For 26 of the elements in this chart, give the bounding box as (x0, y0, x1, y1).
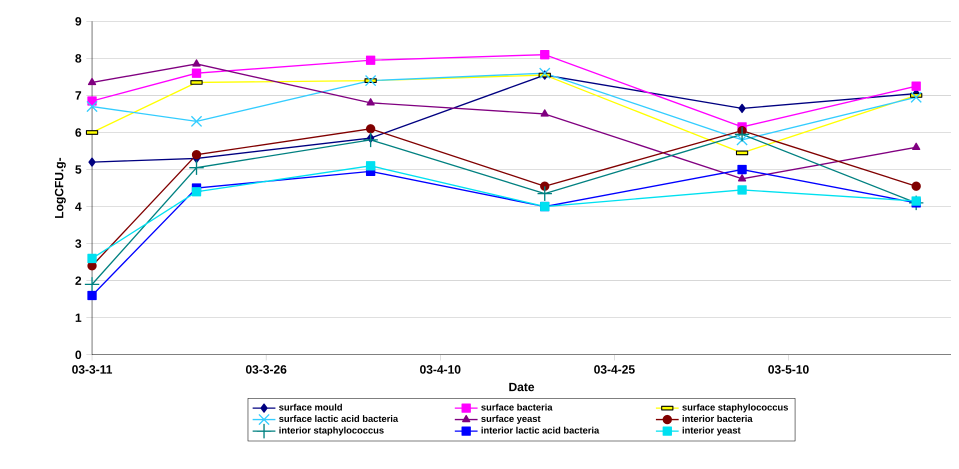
y-tick-label: 3 (75, 239, 82, 248)
x-tick-label: 03-4-10 (420, 364, 460, 374)
legend-label: interior staphylococcus (279, 426, 384, 436)
legend-label: surface lactic acid bacteria (279, 414, 398, 422)
y-tick-label: 7 (75, 91, 82, 100)
y-tick-label: 2 (75, 276, 82, 285)
x-tick-label: 03-3-11 (72, 364, 112, 374)
legend-label: surface staphylococcus (682, 404, 788, 412)
legend-label: surface bacteria (481, 404, 553, 410)
x-tick-label: 03-5-10 (768, 364, 809, 374)
legend-label: interior bacteria (682, 414, 753, 422)
y-tick-label: 9 (75, 16, 82, 26)
x-tick-label: 03-3-26 (246, 364, 286, 374)
legend-label: surface mould (279, 404, 342, 410)
y-tick-label: 0 (75, 350, 82, 359)
x-axis-title: Date (509, 382, 534, 392)
x-tick-label: 03-4-25 (594, 364, 635, 374)
legend-label: surface yeast (481, 414, 540, 424)
y-tick-label: 4 (75, 202, 82, 210)
y-tick-label: 5 (75, 165, 82, 174)
legend-label: interior yeast (682, 426, 741, 436)
y-tick-label: 1 (76, 313, 82, 322)
legend-label: interior lactic acid bacteria (482, 426, 600, 434)
y-tick-label: 6 (75, 128, 82, 137)
y-axis-title: LogCFU.g- (54, 158, 66, 218)
y-tick-label: 8 (75, 54, 82, 62)
